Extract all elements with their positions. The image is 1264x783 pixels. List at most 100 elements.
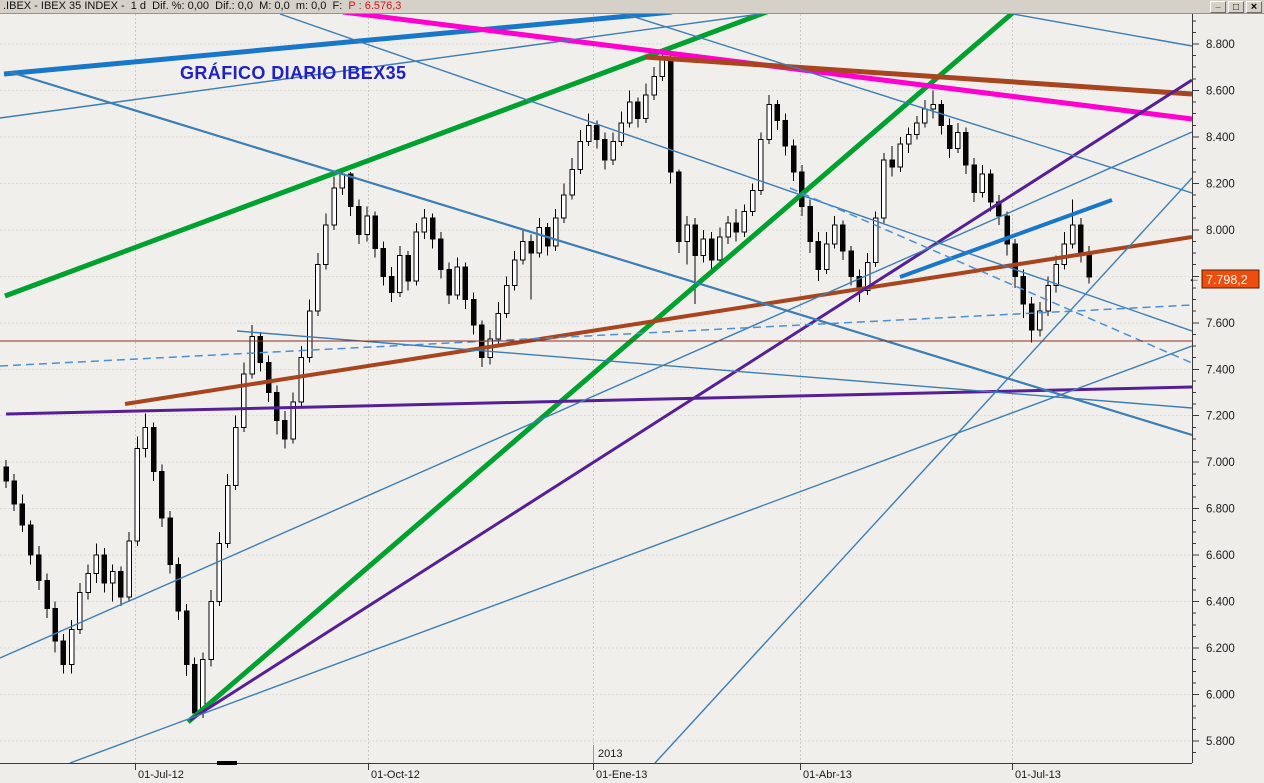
candle-body: [1086, 252, 1092, 278]
candle-body: [643, 94, 649, 119]
price-axis-label: 8.200: [1206, 178, 1235, 190]
candle-body: [257, 336, 264, 363]
time-axis-label: 01-Jul-13: [1015, 769, 1061, 781]
candle-body: [905, 134, 912, 145]
candle-body: [183, 610, 190, 665]
trendline-uptrend-green-from-2012-low[interactable]: [186, 10, 1016, 724]
candle-body: [68, 628, 75, 665]
trendlines[interactable]: [0, 10, 1192, 763]
trendline-fan-blue-3[interactable]: [624, 14, 1192, 194]
candle-body: [708, 238, 715, 261]
close-button-icon[interactable]: ×: [1246, 1, 1262, 13]
trendline-fan-blue-6[interactable]: [0, 131, 1192, 659]
candle-body: [1037, 310, 1043, 331]
candle-body: [191, 663, 198, 714]
trendline-fan-blue-7[interactable]: [279, 14, 1192, 332]
candle-body: [142, 426, 149, 449]
trendline-uptrend-purple-from-2012-low[interactable]: [189, 78, 1192, 722]
candle-body: [1061, 243, 1068, 266]
candle-body: [831, 224, 838, 245]
candle-body: [282, 419, 288, 440]
time-axis-label: 01-Oct-12: [371, 769, 420, 781]
candle-body: [585, 124, 592, 143]
candle-body: [955, 131, 961, 150]
candle-body: [520, 240, 526, 261]
candle-body: [323, 224, 329, 266]
candle-body: [1053, 264, 1059, 287]
candle-body: [676, 171, 682, 242]
scrollbar-thumb[interactable]: [217, 761, 237, 765]
trendline-fan-blue-2[interactable]: [69, 345, 1192, 763]
candle-body: [11, 480, 17, 505]
window-controls: _ □ ×: [1210, 1, 1262, 13]
candle-body: [594, 124, 600, 140]
trendline-fan-blue-5[interactable]: [654, 177, 1192, 763]
candle-body: [462, 266, 469, 301]
maximize-button-icon[interactable]: □: [1228, 1, 1244, 13]
candle-body: [881, 159, 887, 219]
year-label: 2013: [598, 748, 622, 760]
candle-body: [175, 563, 182, 612]
candle-body: [167, 517, 173, 565]
chart-annotation-label: GRÁFICO DIARIO IBEX35: [180, 63, 407, 83]
trendline-fan-blue-1[interactable]: [9, 70, 1192, 437]
candle-body: [667, 57, 674, 173]
candle-body: [569, 168, 575, 196]
candle-body: [946, 124, 953, 150]
candle-body: [1045, 285, 1051, 312]
price-axis-label: 7.000: [1206, 457, 1235, 469]
candle-body: [552, 217, 559, 247]
candle-body: [372, 215, 378, 249]
candle-body: [77, 591, 83, 630]
trendline-fan-blue-9[interactable]: [236, 330, 1192, 409]
trendline-downtrend-brown-upper[interactable]: [644, 54, 1192, 97]
trendline-fan-blue-8[interactable]: [0, 14, 761, 119]
axes: 8.800 8.600 8.400 8.200 8.000 7.600 7.400 7.200…: [0, 14, 1235, 781]
candle-body: [635, 101, 641, 119]
candle-body: [249, 336, 255, 375]
time-axis-label: 01-Abr-13: [803, 769, 852, 781]
candle-body: [446, 268, 452, 296]
candle-body: [889, 159, 895, 168]
badge-box: [1201, 269, 1260, 289]
minimize-button-icon[interactable]: _: [1210, 1, 1226, 13]
candle-body: [388, 275, 395, 294]
candle-body: [733, 222, 739, 233]
candle-body: [224, 484, 231, 545]
candle-body: [356, 206, 362, 236]
candle-body: [134, 447, 141, 542]
trendline-uptrend-green-upper[interactable]: [4, 10, 772, 299]
candle-body: [790, 145, 797, 173]
window-title-price: P : 6.576,3: [348, 0, 402, 12]
badge-value: 7.798,2: [1206, 273, 1248, 287]
candle-body: [232, 426, 239, 486]
candle-body: [503, 285, 510, 315]
candle-body: [101, 554, 108, 584]
trendline-fan-blue-4[interactable]: [1012, 14, 1192, 47]
price-axis-label: 7.400: [1206, 364, 1235, 376]
candle-body: [700, 238, 707, 256]
trendline-dashed-blue-1[interactable]: [0, 304, 1192, 367]
candle-body: [766, 103, 772, 140]
price-axis-label: 8.400: [1206, 132, 1235, 144]
price-axis-label: 6.600: [1206, 550, 1235, 562]
price-axis-label: 6.200: [1206, 643, 1235, 655]
candle-body: [405, 254, 411, 282]
trendline-blue-channel-segment[interactable]: [899, 198, 1113, 279]
candle-body: [429, 217, 436, 240]
candle-body: [511, 259, 518, 287]
candle-body: [987, 173, 994, 203]
candle-body: [807, 206, 813, 242]
trendline-uptrend-brown-support[interactable]: [124, 235, 1192, 406]
trendline-resistance-blue-thick[interactable]: [3, 12, 673, 77]
candle-body: [1028, 303, 1035, 331]
candle-body: [840, 224, 846, 252]
candle-body: [438, 238, 444, 270]
window-title: .IBEX - IBEX 35 INDEX - 1 d Dif. %: 0,00…: [3, 0, 349, 12]
trendline-dashed-blue-2[interactable]: [789, 187, 1192, 364]
candle-body: [897, 143, 904, 168]
window-title-bar[interactable]: .IBEX - IBEX 35 INDEX - 1 d Dif. %: 0,00…: [0, 0, 1264, 14]
time-axis-label: 01-Ene-13: [596, 769, 647, 781]
